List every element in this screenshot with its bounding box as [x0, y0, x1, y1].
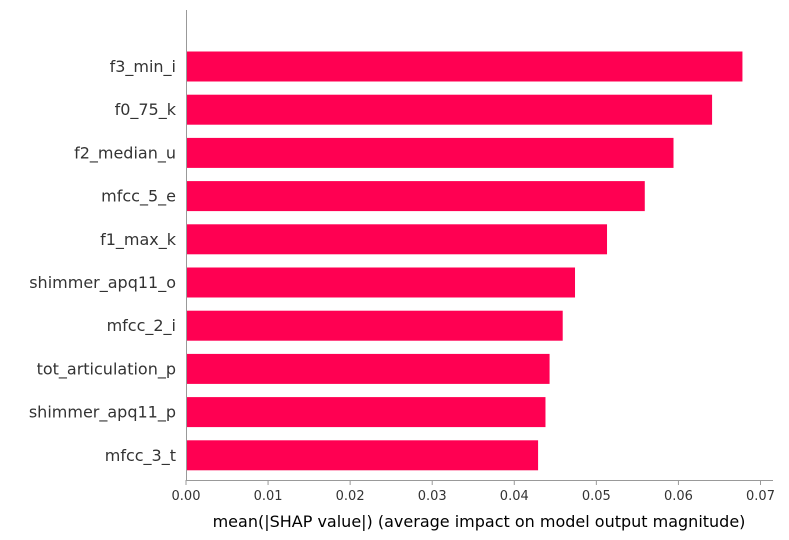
- category-label: shimmer_apq11_o: [29, 273, 176, 293]
- category-label: mfcc_3_t: [105, 446, 176, 466]
- bar-mfcc-2-i: [186, 310, 563, 341]
- x-tick-label: 0.07: [746, 489, 775, 504]
- x-ticks-group: 0.00 0.01 0.02 0.03 0.04 0.05 0.06 0.07: [172, 480, 775, 504]
- x-tick-label: 0.01: [254, 489, 283, 504]
- bars-group: [186, 51, 743, 471]
- x-tick-label: 0.02: [336, 489, 365, 504]
- category-label: mfcc_2_i: [107, 316, 176, 336]
- bar-f3-min-i: [186, 51, 743, 82]
- x-axis-title: mean(|SHAP value|) (average impact on mo…: [213, 512, 746, 531]
- x-tick-label: 0.05: [582, 489, 611, 504]
- category-label: tot_articulation_p: [37, 359, 176, 379]
- x-tick-label: 0.04: [500, 489, 529, 504]
- bar-shimmer-apq11-p: [186, 397, 546, 428]
- bar-tot-articulation-p: [186, 353, 550, 384]
- category-label: f3_min_i: [110, 57, 176, 77]
- bar-shimmer-apq11-o: [186, 267, 576, 298]
- bar-mfcc-5-e: [186, 181, 645, 212]
- x-tick-label: 0.00: [172, 489, 201, 504]
- x-tick-label: 0.03: [418, 489, 447, 504]
- bar-f0-75-k: [186, 94, 713, 125]
- category-label: f0_75_k: [115, 100, 177, 120]
- x-tick-label: 0.06: [664, 489, 693, 504]
- category-label: f2_median_u: [74, 143, 176, 163]
- bar-mfcc-3-t: [186, 440, 539, 471]
- bar-f1-max-k: [186, 224, 608, 255]
- bar-f2-median-u: [186, 137, 674, 168]
- category-label: mfcc_5_e: [101, 187, 176, 207]
- category-label: f1_max_k: [100, 230, 177, 250]
- category-label: shimmer_apq11_p: [29, 403, 176, 423]
- category-labels-group: f3_min_i f0_75_k f2_median_u mfcc_5_e f1_max…: [29, 57, 177, 466]
